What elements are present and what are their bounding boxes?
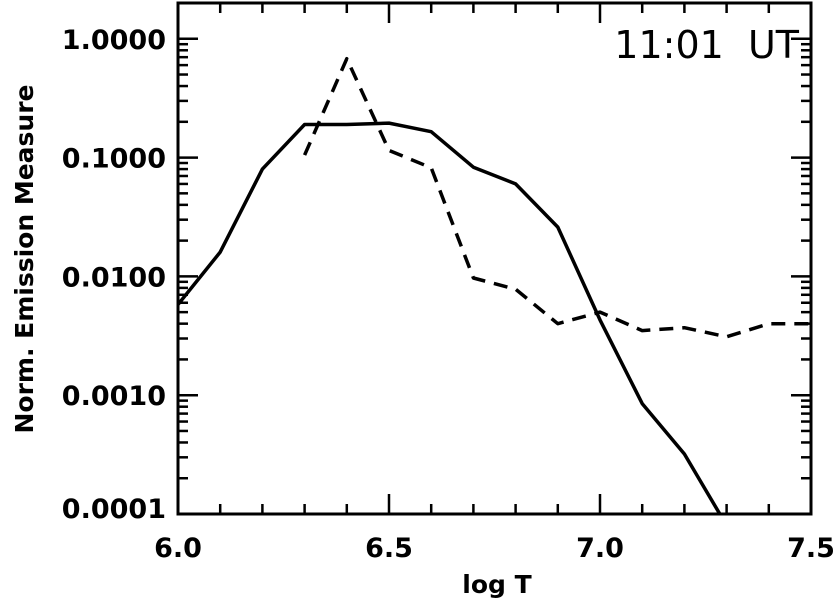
plot-frame bbox=[176, 1, 813, 516]
y-tick-label: 1.0000 bbox=[62, 25, 166, 56]
x-tick-label: 7.5 bbox=[787, 533, 835, 564]
x-tick-label: 6.0 bbox=[154, 533, 202, 564]
series-layer bbox=[178, 56, 811, 514]
time-annotation: 11:01 UT bbox=[614, 23, 799, 67]
x-axis-label: log T bbox=[462, 570, 531, 599]
x-tick-label: 6.5 bbox=[365, 533, 413, 564]
series-line-dashed bbox=[302, 56, 811, 339]
y-tick-label: 0.1000 bbox=[62, 144, 166, 175]
label-layer: 6.0 6.5 7.0 7.5 0.0001 0.0010 0.0100 0.1000 1.00… bbox=[62, 25, 835, 564]
x-tick-label: 7.0 bbox=[576, 533, 624, 564]
y-tick-label: 0.0001 bbox=[62, 494, 166, 525]
tick-layer bbox=[176, 3, 813, 516]
series-line-solid bbox=[178, 121, 722, 514]
y-tick-label: 0.0100 bbox=[62, 262, 166, 293]
y-axis-label: Norm. Emission Measure bbox=[10, 84, 39, 433]
y-tick-label: 0.0010 bbox=[62, 381, 166, 412]
